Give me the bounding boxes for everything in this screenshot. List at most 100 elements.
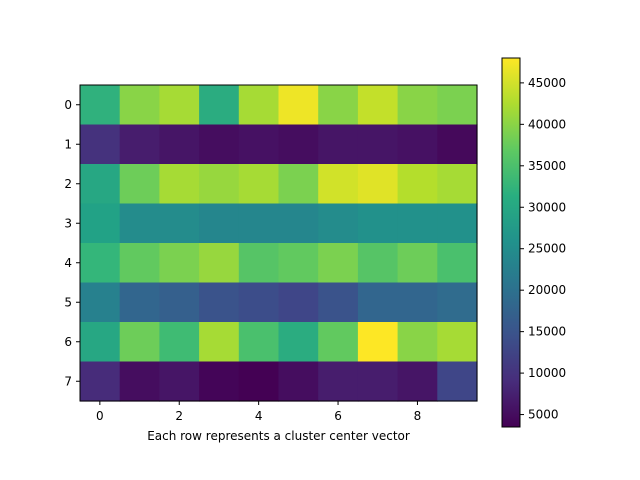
heatmap-cell (318, 361, 359, 402)
x-tick-label: 8 (414, 409, 422, 423)
heatmap-cell (437, 322, 478, 363)
heatmap-cell (318, 282, 359, 323)
heatmap-cell (80, 322, 121, 363)
y-tick-label: 4 (64, 256, 72, 270)
colorbar-tick-label: 40000 (528, 117, 566, 131)
heatmap-cell (397, 203, 438, 244)
heatmap-cell (238, 361, 280, 402)
heatmap-cell (278, 361, 319, 402)
heatmap-cell (199, 243, 240, 284)
heatmap-cell (119, 361, 160, 402)
heatmap-cell (318, 124, 359, 165)
heatmap-cell (278, 322, 319, 363)
x-tick-label: 4 (255, 409, 263, 423)
heatmap-cell (397, 164, 438, 205)
y-tick-label: 6 (64, 335, 72, 349)
heatmap-cell (119, 322, 160, 363)
heatmap-cell (318, 322, 359, 363)
colorbar-tick-label: 10000 (528, 366, 566, 380)
heatmap-cell (80, 124, 121, 165)
heatmap-cell (357, 203, 399, 244)
heatmap-cell (199, 361, 240, 402)
heatmap-cell (318, 203, 359, 244)
heatmap-cell (80, 85, 121, 126)
heatmap-cell (357, 85, 399, 126)
heatmap-cell (159, 282, 200, 323)
heatmap-cell (437, 164, 478, 205)
colorbar-tick-label: 30000 (528, 200, 566, 214)
heatmap-cell (397, 243, 438, 284)
colorbar-tick-label: 5000 (528, 408, 559, 422)
y-tick-label: 7 (64, 374, 72, 388)
heatmap-cell (119, 164, 160, 205)
heatmap-cell (238, 282, 280, 323)
heatmap-cell (199, 164, 240, 205)
y-tick-label: 2 (64, 177, 72, 191)
heatmap-cell (159, 243, 200, 284)
heatmap-cell (238, 85, 280, 126)
y-tick-label: 1 (64, 137, 72, 151)
heatmap-cell (278, 203, 319, 244)
heatmap-cell (278, 243, 319, 284)
heatmap-cell (80, 203, 121, 244)
heatmap-cell (397, 124, 438, 165)
heatmap-cell (437, 124, 478, 165)
heatmap-cell (357, 243, 399, 284)
heatmap-cell (437, 282, 478, 323)
heatmap-cell (159, 203, 200, 244)
heatmap-cell (199, 322, 240, 363)
heatmap-cell (278, 85, 319, 126)
x-tick-label: 0 (96, 409, 104, 423)
heatmap-cell (278, 164, 319, 205)
heatmap-cell (159, 164, 200, 205)
heatmap-cell (357, 124, 399, 165)
heatmap-cell (397, 85, 438, 126)
heatmap-cell (119, 203, 160, 244)
heatmap-cell (238, 203, 280, 244)
x-tick-label: 2 (175, 409, 183, 423)
colorbar-ticks: 5000 10000 15000 20000 25000 30000 35000 40000 4… (520, 76, 566, 422)
x-axis: 0 2 4 6 8 (96, 401, 421, 423)
heatmap-cell (437, 243, 478, 284)
colorbar-tick-label: 45000 (528, 76, 566, 90)
heatmap-cell (199, 203, 240, 244)
x-tick-label: 6 (334, 409, 342, 423)
heatmap-cell (397, 322, 438, 363)
heatmap-cell (357, 361, 399, 402)
heatmap-cell (119, 124, 160, 165)
heatmap-cell (278, 124, 319, 165)
heatmap-cell (437, 361, 478, 402)
heatmap-cell (159, 322, 200, 363)
plot-frame (79, 84, 478, 402)
heatmap-cell (318, 243, 359, 284)
y-tick-label: 3 (64, 216, 72, 230)
heatmap-cell (278, 282, 319, 323)
heatmap-cell (80, 243, 121, 284)
heatmap-cell (80, 361, 121, 402)
heatmap-cell (238, 322, 280, 363)
heatmap-cell (318, 164, 359, 205)
heatmap-cells (80, 85, 478, 402)
colorbar-tick-label: 25000 (528, 242, 566, 256)
heatmap-cell (357, 282, 399, 323)
heatmap-cell (80, 282, 121, 323)
heatmap-cell (119, 243, 160, 284)
y-axis: 0 1 2 3 4 5 6 7 (64, 98, 80, 388)
heatmap-cell (119, 282, 160, 323)
heatmap-cell (199, 124, 240, 165)
heatmap-cell (119, 85, 160, 126)
colorbar-tick-label: 20000 (528, 283, 566, 297)
y-tick-label: 5 (64, 295, 72, 309)
heatmap-cell (199, 282, 240, 323)
x-axis-label: Each row represents a cluster center vec… (147, 429, 410, 443)
heatmap-cell (238, 243, 280, 284)
colorbar (501, 57, 521, 428)
y-tick-label: 0 (64, 98, 72, 112)
heatmap-cell (159, 361, 200, 402)
colorbar-tick-label: 35000 (528, 159, 566, 173)
heatmap-cell (159, 85, 200, 126)
heatmap-cell (238, 124, 280, 165)
heatmap-cell (397, 361, 438, 402)
colorbar-tick-label: 15000 (528, 325, 566, 339)
